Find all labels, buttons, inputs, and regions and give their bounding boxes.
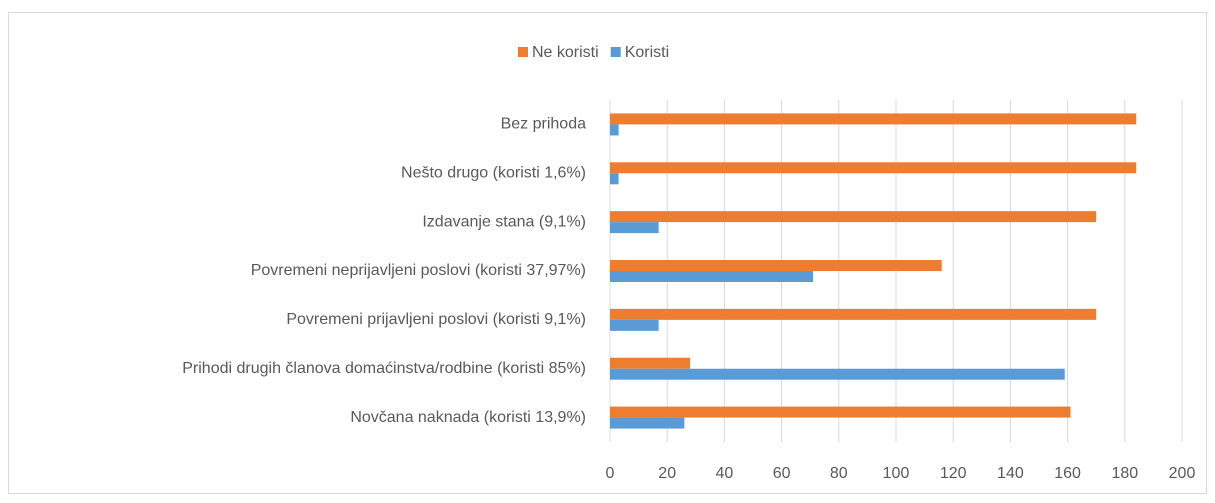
x-tick-label: 80 [830, 465, 848, 482]
y-tick-label: Prihodi drugih članova domaćinstva/rodbi… [182, 360, 586, 377]
legend-swatch [518, 47, 528, 57]
chart-border [8, 12, 1207, 494]
x-tick-label: 20 [658, 465, 676, 482]
y-tick-label: Izdavanje stana (9,1%) [422, 213, 586, 230]
y-tick-label: Povremeni prijavljeni poslovi (koristi 9… [286, 311, 586, 328]
y-tick-label: Povremeni neprijavljeni poslovi (koristi… [251, 262, 586, 279]
bar [610, 222, 659, 234]
bar [610, 260, 942, 271]
legend-swatch [610, 47, 621, 57]
x-tick-label: 180 [1111, 465, 1138, 482]
legend-label: Ne koristi [532, 44, 599, 61]
x-tick-label: 0 [606, 465, 615, 482]
bar [610, 113, 1137, 125]
x-tick-label: 40 [716, 465, 734, 482]
x-tick-label: 160 [1054, 465, 1081, 482]
bar [610, 319, 659, 331]
bar [610, 211, 1097, 223]
bar [610, 406, 1071, 418]
x-tick-label: 140 [997, 465, 1024, 482]
bar [610, 173, 619, 185]
x-tick-label: 100 [883, 465, 910, 482]
bar [610, 417, 685, 429]
bar [610, 308, 1097, 320]
y-tick-label: Nešto drugo (koristi 1,6%) [401, 165, 586, 182]
bar [610, 368, 1065, 380]
bar [610, 162, 1137, 174]
x-tick-label: 200 [1169, 465, 1196, 482]
bar [610, 357, 691, 369]
bar [610, 124, 619, 136]
x-tick-label: 60 [773, 465, 791, 482]
bar [610, 271, 814, 282]
x-tick-label: 120 [940, 465, 967, 482]
y-tick-label: Novčana naknada (koristi 13,9%) [350, 409, 586, 426]
legend-label: Koristi [625, 44, 669, 61]
y-tick-label: Bez prihoda [501, 116, 586, 133]
